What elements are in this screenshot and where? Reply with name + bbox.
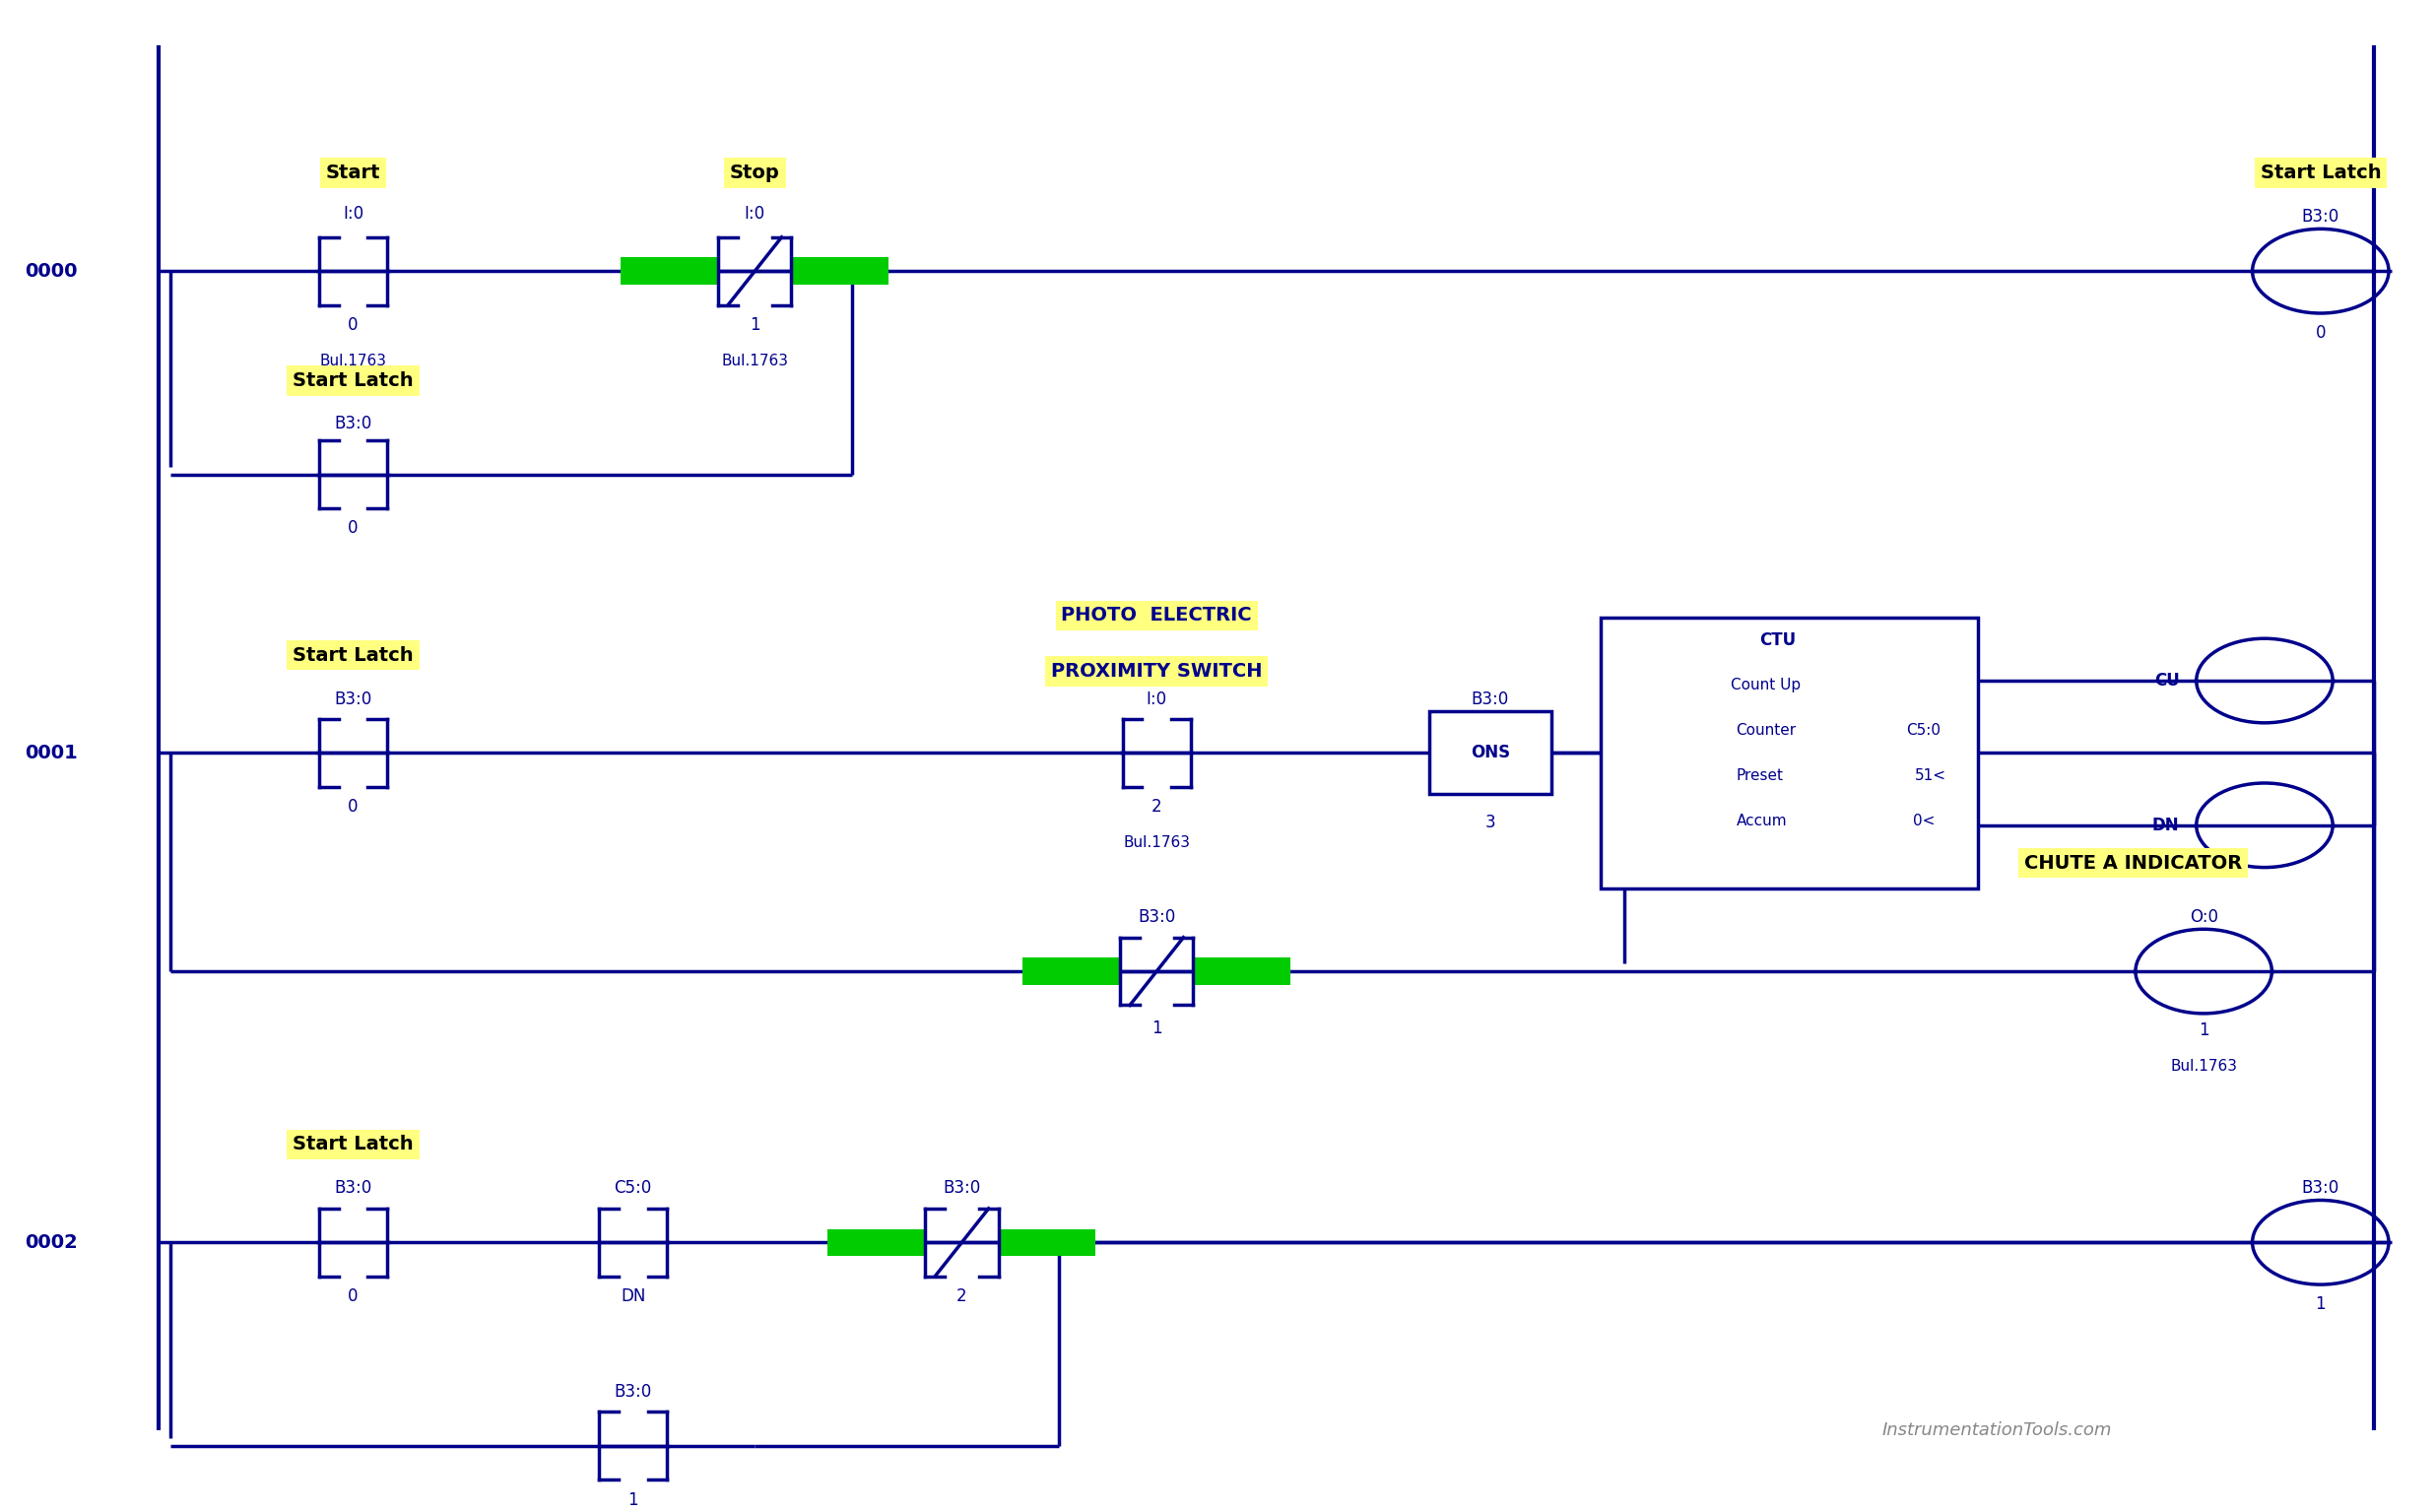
Text: 1: 1 bbox=[750, 316, 760, 334]
Text: B3:0: B3:0 bbox=[614, 1383, 653, 1400]
Text: Start: Start bbox=[326, 163, 380, 183]
Text: B3:0: B3:0 bbox=[334, 689, 373, 708]
Text: B3:0: B3:0 bbox=[1471, 689, 1510, 708]
Text: PHOTO  ELECTRIC: PHOTO ELECTRIC bbox=[1062, 606, 1252, 624]
Text: 0: 0 bbox=[348, 798, 358, 816]
Text: Start Latch: Start Latch bbox=[292, 1136, 414, 1154]
Text: Start Latch: Start Latch bbox=[292, 372, 414, 390]
Text: Bul.1763: Bul.1763 bbox=[319, 354, 387, 369]
Text: 0<: 0< bbox=[1911, 813, 1936, 829]
Text: CU: CU bbox=[2155, 671, 2179, 689]
Text: Stop: Stop bbox=[730, 163, 779, 183]
Text: B3:0: B3:0 bbox=[334, 414, 373, 432]
Text: I:0: I:0 bbox=[1147, 689, 1166, 708]
Text: 51<: 51< bbox=[1916, 768, 1946, 783]
FancyBboxPatch shape bbox=[1429, 712, 1551, 794]
FancyBboxPatch shape bbox=[998, 1229, 1096, 1256]
FancyBboxPatch shape bbox=[621, 257, 718, 284]
FancyBboxPatch shape bbox=[828, 1229, 925, 1256]
Text: 0: 0 bbox=[348, 1288, 358, 1305]
FancyBboxPatch shape bbox=[791, 257, 889, 284]
Text: Bul.1763: Bul.1763 bbox=[1123, 836, 1191, 851]
Text: 1: 1 bbox=[2316, 1296, 2325, 1312]
Text: Accum: Accum bbox=[1736, 813, 1787, 829]
Text: 2: 2 bbox=[957, 1288, 967, 1305]
Text: Start Latch: Start Latch bbox=[2260, 163, 2381, 183]
Text: B3:0: B3:0 bbox=[942, 1179, 981, 1198]
Text: Count Up: Count Up bbox=[1731, 677, 1799, 692]
Text: CTU: CTU bbox=[1758, 631, 1797, 649]
Text: C5:0: C5:0 bbox=[614, 1179, 653, 1198]
Text: 0: 0 bbox=[348, 520, 358, 537]
Text: B3:0: B3:0 bbox=[1137, 909, 1176, 927]
Text: I:0: I:0 bbox=[343, 206, 363, 222]
Text: Bul.1763: Bul.1763 bbox=[2170, 1058, 2238, 1074]
FancyBboxPatch shape bbox=[1193, 957, 1291, 984]
Text: 1: 1 bbox=[2199, 1021, 2209, 1039]
Text: Counter: Counter bbox=[1736, 723, 1795, 738]
Text: Preset: Preset bbox=[1736, 768, 1782, 783]
Text: 1: 1 bbox=[628, 1491, 638, 1509]
Text: 1: 1 bbox=[1152, 1019, 1161, 1037]
Text: Bul.1763: Bul.1763 bbox=[721, 354, 789, 369]
Text: C5:0: C5:0 bbox=[1907, 723, 1941, 738]
Text: I:0: I:0 bbox=[745, 206, 765, 222]
FancyBboxPatch shape bbox=[1023, 957, 1120, 984]
Text: 0002: 0002 bbox=[24, 1232, 78, 1252]
Text: PROXIMITY SWITCH: PROXIMITY SWITCH bbox=[1052, 662, 1261, 680]
Text: DN: DN bbox=[621, 1288, 645, 1305]
Text: 2: 2 bbox=[1152, 798, 1161, 816]
Text: 0001: 0001 bbox=[24, 744, 78, 762]
Text: 3: 3 bbox=[1485, 813, 1495, 832]
Text: Start Latch: Start Latch bbox=[292, 646, 414, 664]
Text: O:0: O:0 bbox=[2189, 909, 2218, 927]
Text: 0000: 0000 bbox=[24, 262, 78, 280]
Text: DN: DN bbox=[2153, 816, 2179, 835]
Text: B3:0: B3:0 bbox=[2301, 209, 2340, 225]
Text: B3:0: B3:0 bbox=[334, 1179, 373, 1198]
Text: B3:0: B3:0 bbox=[2301, 1179, 2340, 1198]
FancyBboxPatch shape bbox=[1600, 617, 1977, 889]
Text: 0: 0 bbox=[2316, 324, 2325, 342]
Text: InstrumentationTools.com: InstrumentationTools.com bbox=[1882, 1421, 2111, 1439]
Text: ONS: ONS bbox=[1471, 744, 1510, 762]
Text: CHUTE A INDICATOR: CHUTE A INDICATOR bbox=[2023, 854, 2243, 872]
Text: 0: 0 bbox=[348, 316, 358, 334]
